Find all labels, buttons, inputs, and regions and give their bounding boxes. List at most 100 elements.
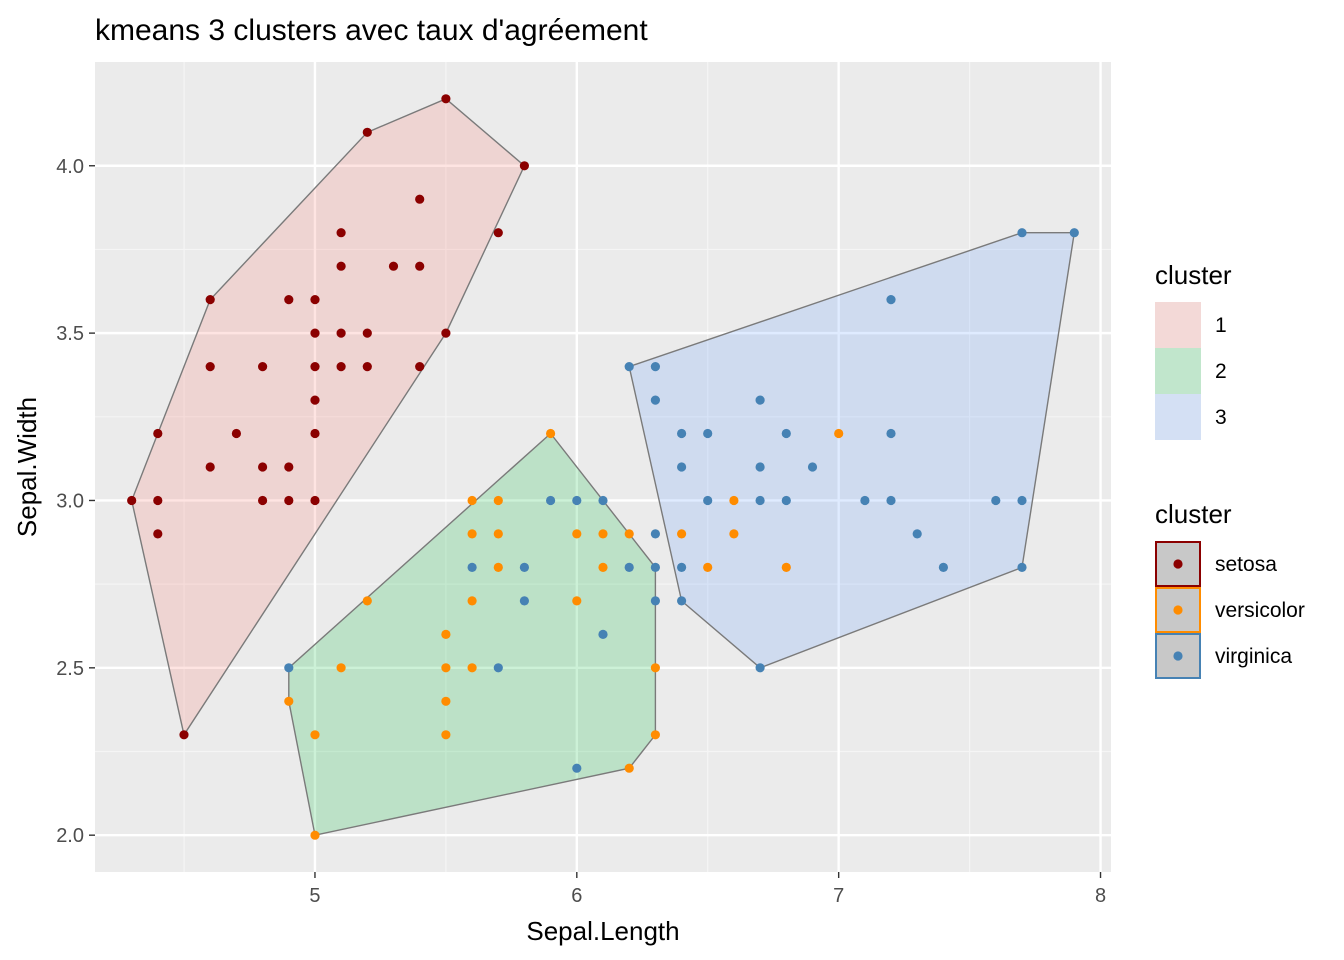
y-tick-label: 2.5 [56, 658, 84, 680]
point-setosa [310, 428, 320, 439]
legend-fill-label: 2 [1215, 360, 1227, 383]
y-tick-label: 2.0 [56, 825, 84, 847]
legend-color-point-setosa [1173, 559, 1183, 569]
point-versicolor [729, 529, 739, 539]
point-versicolor [650, 663, 661, 673]
point-virginica [284, 663, 294, 673]
point-setosa [231, 428, 241, 439]
point-versicolor [441, 696, 451, 706]
point-versicolor [441, 730, 451, 740]
point-versicolor [362, 596, 372, 606]
legend-color-title: cluster [1155, 499, 1232, 529]
data-points [127, 94, 1079, 840]
legend-color-label: setosa [1215, 553, 1277, 576]
point-versicolor [546, 428, 556, 439]
point-setosa [493, 228, 503, 238]
point-virginica [1017, 495, 1027, 506]
point-setosa [205, 295, 215, 305]
point-setosa [127, 495, 137, 506]
point-virginica [546, 495, 556, 506]
point-virginica [1017, 562, 1027, 573]
point-virginica [703, 495, 713, 506]
point-setosa [441, 94, 451, 104]
point-versicolor [310, 830, 320, 840]
point-virginica [991, 495, 1001, 506]
legend-fill-label: 1 [1215, 314, 1227, 337]
x-tick-label: 6 [571, 885, 582, 907]
cluster-hull-2 [288, 432, 657, 837]
y-axis-title: Sepal.Width [12, 397, 42, 537]
point-virginica [677, 462, 687, 472]
point-setosa [336, 261, 346, 271]
point-virginica [755, 663, 765, 673]
point-setosa [153, 428, 163, 439]
point-versicolor [598, 562, 608, 573]
legend-fill-key-bg [1155, 348, 1201, 394]
point-virginica [755, 462, 765, 472]
point-versicolor [572, 529, 582, 539]
x-axis: 5 6 7 8 [309, 872, 1106, 907]
point-setosa [310, 328, 320, 338]
point-virginica [677, 596, 687, 606]
point-setosa [415, 362, 425, 372]
point-versicolor [493, 495, 503, 506]
point-virginica [650, 362, 661, 372]
point-setosa [415, 194, 425, 204]
point-setosa [179, 730, 189, 740]
point-setosa [258, 362, 268, 372]
legend-fill-key-bg [1155, 394, 1201, 440]
point-versicolor [467, 529, 477, 539]
point-versicolor [441, 629, 451, 640]
legend-color-label: virginica [1215, 645, 1292, 668]
point-virginica [624, 562, 634, 573]
point-setosa [284, 495, 294, 506]
point-setosa [153, 529, 163, 539]
point-versicolor [493, 562, 503, 573]
y-axis: 2.0 2.5 3.0 3.5 4.0 [56, 156, 95, 847]
point-versicolor [598, 529, 608, 539]
point-virginica [886, 428, 896, 439]
point-versicolor [834, 428, 844, 439]
legend-fill-swatch-1 [1155, 302, 1201, 348]
x-axis-title: Sepal.Length [526, 916, 679, 946]
point-setosa [310, 295, 320, 305]
point-virginica [650, 562, 661, 573]
point-versicolor [572, 596, 582, 606]
point-virginica [886, 295, 896, 305]
point-versicolor [624, 529, 634, 539]
point-versicolor [467, 663, 477, 673]
point-versicolor [493, 529, 503, 539]
point-virginica [755, 495, 765, 506]
point-setosa [205, 462, 215, 472]
point-setosa [362, 328, 372, 338]
point-setosa [205, 362, 215, 372]
y-tick-label: 4.0 [56, 156, 84, 178]
point-versicolor [467, 495, 477, 506]
point-setosa [258, 495, 268, 506]
x-tick-label: 5 [309, 885, 320, 907]
point-virginica [650, 596, 661, 606]
x-tick-label: 7 [833, 885, 844, 907]
point-setosa [284, 462, 294, 472]
legend-fill-title: cluster [1155, 260, 1232, 290]
x-tick-label: 8 [1095, 885, 1106, 907]
point-setosa [258, 462, 268, 472]
point-virginica [938, 562, 949, 573]
point-setosa [153, 495, 163, 506]
legend-color-label: versicolor [1215, 599, 1305, 622]
point-setosa [388, 261, 399, 271]
point-setosa [441, 328, 451, 338]
point-setosa [519, 161, 530, 171]
point-virginica [677, 428, 687, 439]
point-versicolor [703, 562, 713, 573]
point-virginica [467, 562, 477, 573]
legend-fill-cluster: cluster 1 2 3 [1155, 260, 1232, 440]
point-virginica [703, 428, 713, 439]
point-setosa [284, 295, 294, 305]
point-setosa [362, 127, 372, 137]
point-setosa [362, 362, 372, 372]
point-virginica [650, 395, 661, 405]
chart-title: kmeans 3 clusters avec taux d'agréement [95, 14, 648, 47]
legend-color-point-versicolor [1173, 605, 1183, 615]
point-virginica [1069, 228, 1079, 238]
